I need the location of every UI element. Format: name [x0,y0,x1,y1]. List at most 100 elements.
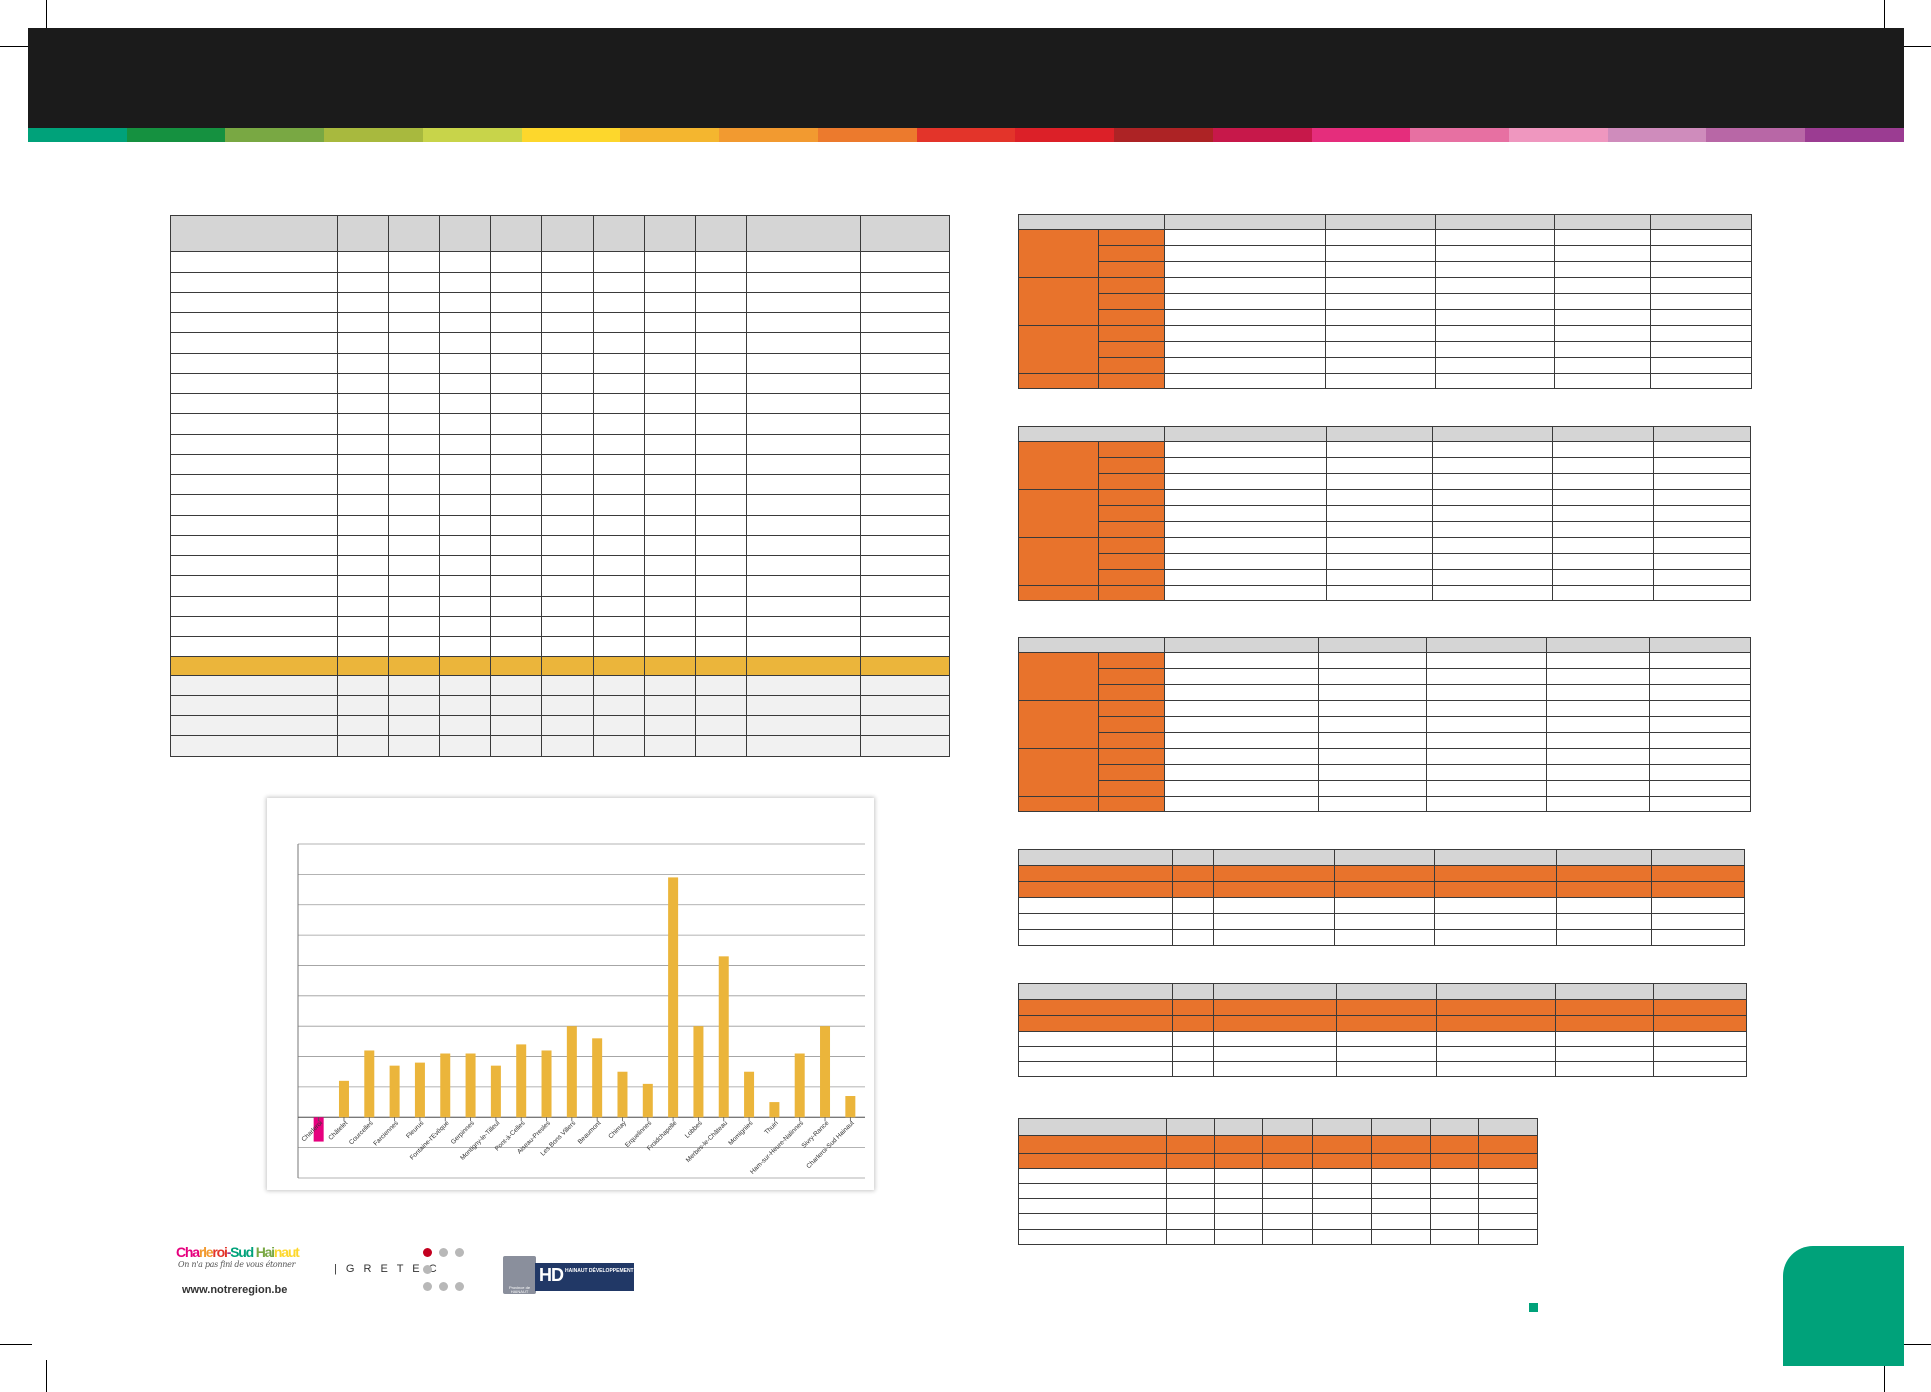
table-cell [1556,913,1652,930]
table-cell [1164,341,1326,358]
table-row [1018,849,1745,866]
hd-badge: HD HAINAUT DÉVELOPPEMENT [535,1263,634,1291]
table-cell [1325,325,1436,342]
bar [516,1044,527,1118]
crop-mark [46,0,47,32]
table-cell [1325,261,1436,278]
table-cell [388,251,441,273]
table-cell [1164,684,1319,701]
table-row [1019,668,1751,685]
table-cell [337,453,390,476]
table-cell [1478,1135,1538,1154]
table-row [169,291,951,314]
color-stripe [28,128,1904,142]
table-cell [1325,569,1434,586]
table-row [169,453,951,476]
table-row [1017,426,1752,442]
table-cell [541,474,594,496]
table-cell [745,332,861,354]
stripe-segment [422,128,522,142]
table-cell [1336,1031,1437,1047]
table-cell [1336,1046,1437,1062]
table-cell [745,575,861,597]
table-cell [1172,897,1214,914]
notreregion-url[interactable]: www.notreregion.be [182,1284,288,1296]
table-cell [490,494,543,516]
table-cell [1650,373,1752,389]
table-cell [1336,983,1437,1000]
table-row [1017,537,1752,586]
table-cell [541,636,594,658]
bar [769,1102,780,1118]
logo-letters: roi [212,1244,228,1260]
stripe-segment [225,128,325,142]
table-cell [745,312,861,334]
table-cell [643,413,696,435]
table-cell [1552,426,1654,442]
crop-mark [46,1360,47,1392]
table-cell [1098,325,1165,342]
table-row [1018,897,1745,914]
table-cell [1546,637,1650,653]
table-cell [643,453,696,476]
table-cell [541,735,594,757]
table-cell [859,291,951,314]
table-cell [1098,441,1166,458]
table-cell [859,433,951,455]
table-cell [1435,277,1555,294]
table-cell [643,332,696,354]
table-cell [490,636,543,658]
table-cell [592,271,645,293]
table-cell [1426,732,1547,749]
table-cell [490,474,543,496]
table-cell [1312,1167,1372,1185]
table-cell [1098,457,1166,474]
table-row [169,735,951,757]
table-cell [337,575,390,597]
table-cell [859,656,951,676]
table-cell [1262,1228,1313,1246]
table-cell [439,271,492,293]
table-cell [745,514,861,536]
table-cell [1164,780,1319,797]
table-cell [1214,1117,1263,1137]
table-cell [859,332,951,354]
table-cell [1651,897,1745,914]
table-cell [1164,585,1327,601]
table-cell [439,715,492,737]
table-cell [490,251,543,273]
table-cell [1325,309,1436,326]
table-cell [541,413,594,435]
table-cell [541,575,594,597]
table-cell [1649,780,1751,797]
stripe-segment [1509,128,1608,142]
table-cell [169,555,339,577]
table-cell [388,615,441,638]
x-tick-label: Gerpinnes [450,1119,477,1146]
table-cell [439,372,492,395]
table-cell [1098,505,1166,522]
table-cell [337,656,390,676]
table-cell [439,332,492,354]
table-row [1018,652,1751,701]
table-cell [1652,426,1752,442]
table-cell [1651,865,1745,882]
table-cell [1649,764,1751,781]
x-tick-label: Lobbes [684,1119,705,1140]
table-row [1018,1117,1538,1137]
table-cell [541,433,594,455]
bar [389,1065,400,1118]
table-cell [1650,214,1752,230]
table-cell [1434,849,1557,866]
table-cell [541,251,594,273]
notreregion-logo[interactable]: Charleroi-Sud Hainaut On n'a pas fini de… [176,1244,306,1300]
table-cell [1649,748,1751,765]
table-cell [643,715,696,737]
x-tick-label: Thuin [763,1119,780,1136]
table-row [1019,245,1752,262]
table-row [1018,325,1752,374]
table-cell [1164,716,1319,733]
table-cell [541,494,594,516]
table-cell [1325,277,1436,294]
table-row [169,575,951,597]
